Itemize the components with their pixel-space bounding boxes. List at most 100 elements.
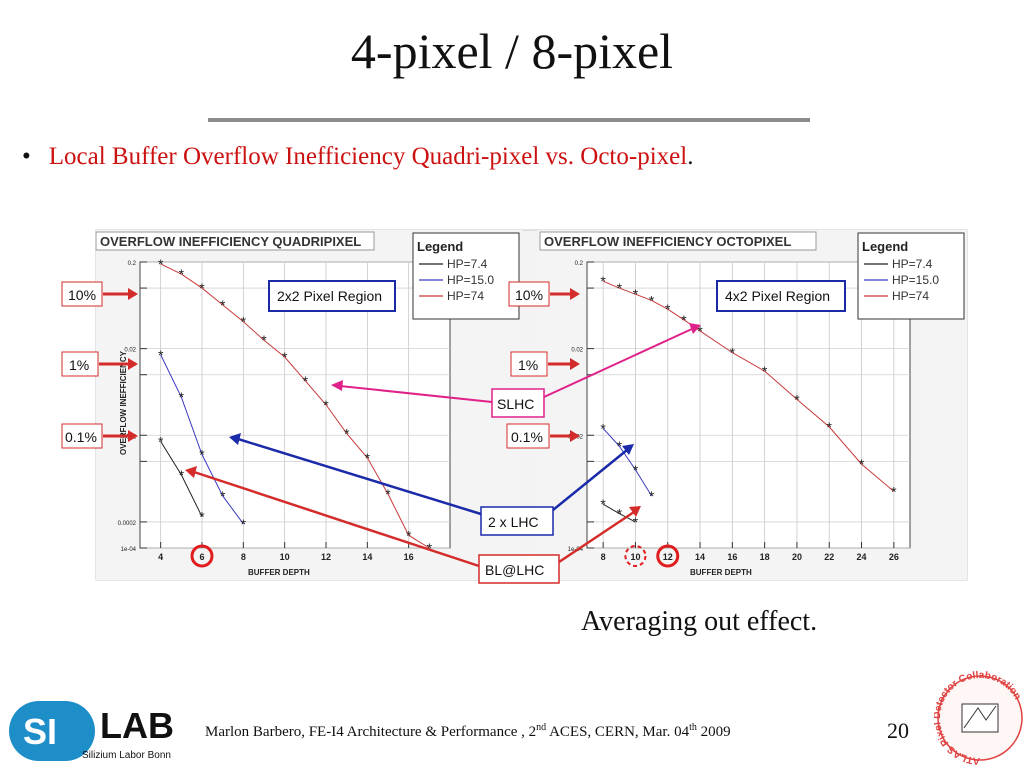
x-tick-label: 8 [241, 552, 246, 562]
data-point-marker: * [385, 486, 391, 502]
data-point-marker: * [617, 438, 623, 454]
octopixel-legend-title: Legend [862, 239, 908, 254]
y-tick-label: 0.2 [575, 261, 584, 267]
data-point-marker: * [697, 323, 703, 339]
title-divider [208, 118, 810, 122]
right-1pct-arrowhead [570, 358, 580, 370]
quadripixel-region-label-box [268, 280, 396, 312]
series-line [602, 428, 653, 497]
data-point-marker: * [859, 456, 865, 472]
quadripixel-legend-title: Legend [417, 239, 463, 254]
right-10pct-box [508, 281, 550, 307]
data-point-marker: * [241, 516, 247, 532]
series-line [160, 354, 244, 525]
slhc-label: SLHC [497, 396, 534, 412]
data-point-marker: * [762, 363, 768, 379]
slhc-arrowhead-right [689, 323, 701, 334]
octopixel-x-label: BUFFER DEPTH [690, 568, 752, 577]
lhc-arrow-left [237, 437, 482, 516]
slhc-arrowhead-left [331, 380, 343, 391]
data-point-marker: * [344, 425, 350, 441]
data-point-marker: * [617, 280, 623, 296]
averaging-note: Averaging out effect. [581, 606, 818, 637]
data-point-marker: * [427, 540, 433, 556]
data-point-marker: * [261, 332, 267, 348]
slhc-arrow-right [543, 327, 695, 398]
x-tick-label: 18 [760, 552, 770, 562]
quadripixel-panel: OVERFLOW INEFFICIENCY QUADRIPIXEL 4 6 8 10 1… [95, 230, 523, 580]
buffer-depth-highlight-circle [656, 544, 680, 568]
left-1pct-label: 1% [69, 357, 89, 373]
x-tick-label: 14 [362, 552, 372, 562]
legend-entry: HP=15.0 [892, 273, 939, 287]
left-1pct-box [61, 351, 99, 377]
right-10pct-arrowhead [570, 288, 580, 300]
legend-entry: HP=7.4 [447, 257, 488, 271]
data-point-marker: * [158, 347, 164, 363]
x-tick-label: 14 [695, 552, 705, 562]
quadripixel-y-label: OVERFLOW INEFFICIENCY [119, 350, 128, 455]
bl-arrow-left [193, 470, 480, 568]
octopixel-title-box [539, 231, 817, 251]
legend-entry: HP=15.0 [447, 273, 494, 287]
bullet-line: • Local Buffer Overflow Inefficiency Quad… [22, 143, 693, 171]
series-line [160, 441, 203, 517]
lhc-box [480, 506, 554, 536]
left-0p1pct-arrowhead [128, 430, 138, 442]
lhc-arrow-right [552, 449, 628, 511]
series-line [160, 263, 430, 549]
legend-entry: HP=74 [447, 289, 484, 303]
y-tick-label: 0.2 [128, 261, 137, 267]
octopixel-panel: OVERFLOW INEFFICIENCY OCTOPIXEL 8 10 12 14 1… [538, 230, 967, 580]
seal-emblem-lines [963, 705, 997, 729]
data-point-marker: * [199, 447, 205, 463]
lhc-arrowhead-left [229, 433, 241, 445]
data-point-marker: * [220, 488, 226, 504]
data-point-marker: * [649, 292, 655, 308]
bl-label: BL@LHC [485, 562, 544, 578]
data-point-marker: * [199, 509, 205, 525]
lhc-callout: 2 x LHC [229, 433, 634, 536]
footer-sup-a: nd [536, 722, 547, 733]
silab-logo-mark: SI [23, 711, 57, 752]
data-point-marker: * [158, 433, 164, 449]
data-point-marker: * [827, 419, 833, 435]
bullet-text: Local Buffer Overflow Inefficiency Quadr… [48, 143, 688, 170]
atlas-pixel-seal: ATLAS Pixel Detector Collaboration [934, 670, 1023, 766]
data-point-marker: * [179, 467, 185, 483]
y-tick-label: 0.02 [571, 348, 583, 354]
slhc-box [491, 388, 545, 418]
octopixel-region-label: 4x2 Pixel Region [725, 288, 830, 304]
data-point-marker: * [241, 314, 247, 330]
data-point-marker: * [665, 301, 671, 317]
seal-emblem [961, 703, 999, 733]
right-1pct-label: 1% [518, 357, 538, 373]
data-point-marker: * [649, 488, 655, 504]
x-tick-label: 12 [321, 552, 331, 562]
data-point-marker: * [303, 373, 309, 389]
x-tick-label: 24 [857, 552, 867, 562]
right-1pct-box [510, 351, 548, 377]
y-tick-label: 1e-04 [121, 547, 137, 553]
x-tick-label: 26 [889, 552, 899, 562]
slide-title: 4-pixel / 8-pixel [350, 23, 674, 79]
data-point-marker: * [681, 312, 687, 328]
legend-entry: HP=74 [892, 289, 929, 303]
left-0p1pct-box [61, 423, 103, 449]
data-point-marker: * [600, 420, 606, 436]
x-tick-label: 16 [404, 552, 414, 562]
bullet-period: . [687, 143, 694, 170]
x-tick-label: 6 [199, 552, 204, 562]
silab-logo: SI LAB Silizium Labor Bonn [9, 701, 174, 761]
buffer-depth-highlight-circle [624, 545, 647, 567]
legend-entry: HP=7.4 [892, 257, 933, 271]
footer-text-b: ACES, CERN, Mar. 04 [546, 724, 690, 740]
footer-text-a: Marlon Barbero, FE-I4 Architecture & Per… [205, 724, 537, 740]
slhc-callout: SLHC [331, 323, 701, 418]
data-point-marker: * [891, 483, 897, 499]
x-tick-label: 10 [630, 552, 640, 562]
data-point-marker: * [199, 280, 205, 296]
octopixel-title: OVERFLOW INEFFICIENCY OCTOPIXEL [544, 234, 791, 249]
footer-sup-b: th [689, 722, 697, 733]
